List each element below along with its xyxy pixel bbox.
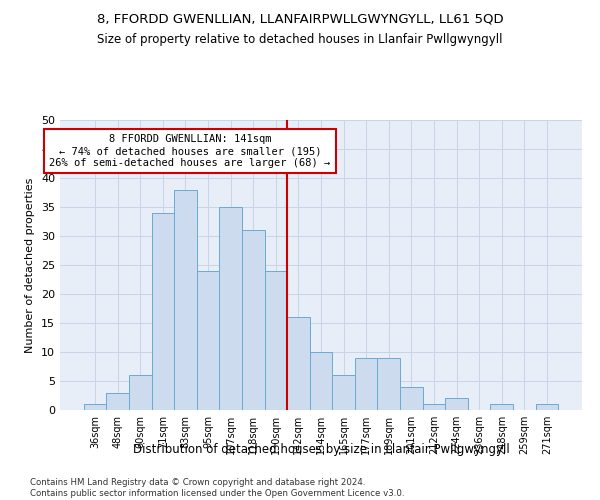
Bar: [422, 404, 445, 410]
Bar: [400, 387, 422, 410]
Bar: [265, 271, 287, 410]
Bar: [84, 404, 106, 410]
Text: Distribution of detached houses by size in Llanfair Pwllgwyngyll: Distribution of detached houses by size …: [133, 442, 509, 456]
Text: Size of property relative to detached houses in Llanfair Pwllgwyngyll: Size of property relative to detached ho…: [97, 32, 503, 46]
Text: Contains HM Land Registry data © Crown copyright and database right 2024.
Contai: Contains HM Land Registry data © Crown c…: [30, 478, 404, 498]
Bar: [377, 358, 400, 410]
Bar: [445, 398, 468, 410]
Bar: [287, 317, 310, 410]
Bar: [106, 392, 129, 410]
Bar: [174, 190, 197, 410]
Bar: [355, 358, 377, 410]
Bar: [310, 352, 332, 410]
Y-axis label: Number of detached properties: Number of detached properties: [25, 178, 35, 352]
Text: 8, FFORDD GWENLLIAN, LLANFAIRPWLLGWYNGYLL, LL61 5QD: 8, FFORDD GWENLLIAN, LLANFAIRPWLLGWYNGYL…: [97, 12, 503, 26]
Bar: [242, 230, 265, 410]
Bar: [197, 271, 220, 410]
Bar: [152, 213, 174, 410]
Text: 8 FFORDD GWENLLIAN: 141sqm
← 74% of detached houses are smaller (195)
26% of sem: 8 FFORDD GWENLLIAN: 141sqm ← 74% of deta…: [49, 134, 331, 168]
Bar: [536, 404, 558, 410]
Bar: [332, 375, 355, 410]
Bar: [129, 375, 152, 410]
Bar: [220, 207, 242, 410]
Bar: [490, 404, 513, 410]
